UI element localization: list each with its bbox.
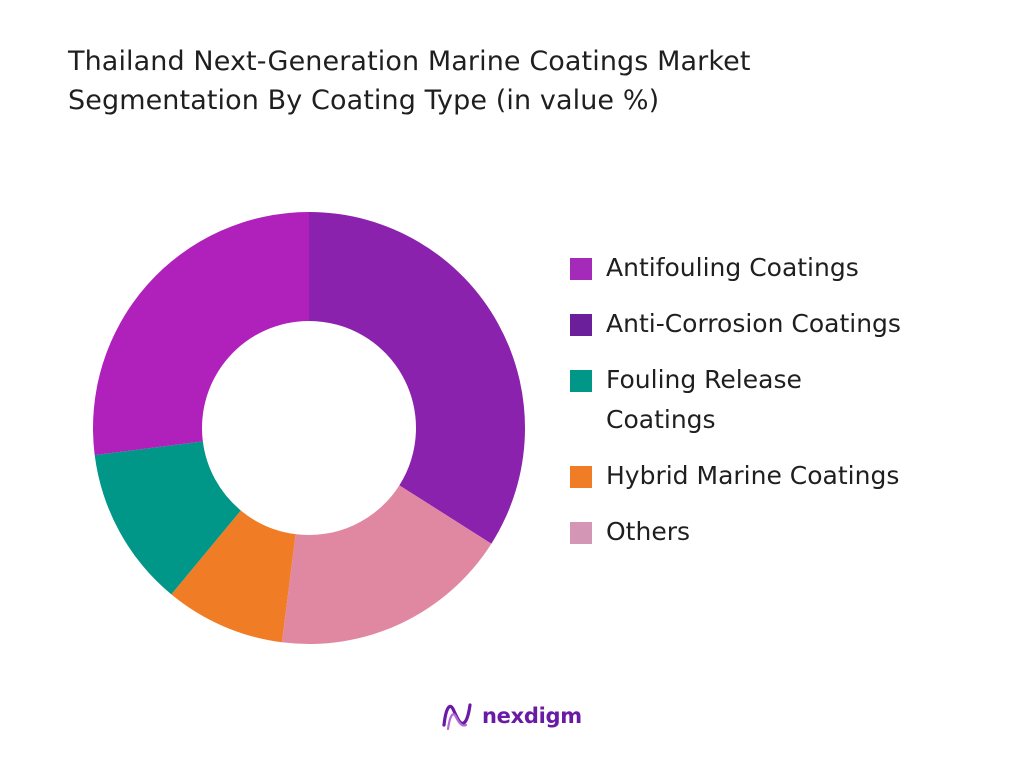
- legend-swatch-fouling-release: [570, 370, 592, 392]
- legend-label-anti-corrosion: Anti-Corrosion Coatings: [606, 309, 901, 338]
- legend-swatch-anti-corrosion: [570, 314, 592, 336]
- legend-label-antifouling: Antifouling Coatings: [606, 253, 859, 282]
- legend-item-others: Others: [570, 512, 1010, 552]
- donut-slice-fouling-release: [94, 441, 241, 595]
- legend-label-fouling-release: Fouling Release Coatings: [606, 365, 802, 434]
- nexdigm-logo-text: nexdigm: [482, 704, 582, 728]
- nexdigm-logo: nexdigm: [440, 698, 582, 734]
- legend-label-others: Others: [606, 517, 691, 546]
- donut-slice-hybrid-marine: [171, 510, 296, 643]
- legend-swatch-others: [570, 522, 592, 544]
- legend-item-anti-corrosion: Anti-Corrosion Coatings: [570, 304, 1010, 344]
- nexdigm-logo-icon: [442, 703, 472, 731]
- legend-item-fouling-release: Fouling Release Coatings: [570, 360, 886, 440]
- chart-legend: Antifouling Coatings Anti-Corrosion Coat…: [570, 248, 1010, 568]
- legend-item-hybrid-marine: Hybrid Marine Coatings: [570, 456, 1010, 496]
- donut-slice-others: [281, 485, 492, 644]
- chart-title: Thailand Next-Generation Marine Coatings…: [68, 42, 968, 120]
- donut-slice-anti-corrosion: [92, 212, 309, 456]
- legend-item-antifouling: Antifouling Coatings: [570, 248, 1010, 288]
- donut-slice-antifouling: [309, 212, 525, 544]
- legend-swatch-antifouling: [570, 258, 592, 280]
- legend-swatch-hybrid-marine: [570, 466, 592, 488]
- chart-title-line-1: Thailand Next-Generation Marine Coatings…: [68, 46, 751, 77]
- chart-title-line-2: Segmentation By Coating Type (in value %…: [68, 85, 660, 116]
- legend-label-hybrid-marine: Hybrid Marine Coatings: [606, 461, 900, 490]
